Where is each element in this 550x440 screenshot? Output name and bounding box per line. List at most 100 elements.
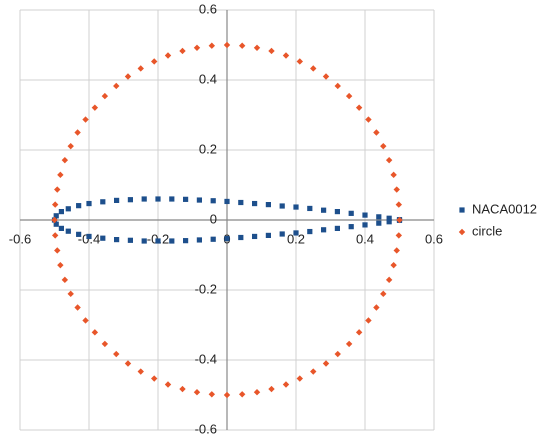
point — [113, 350, 120, 358]
point — [224, 235, 230, 242]
point — [224, 198, 230, 205]
point — [67, 142, 74, 150]
point — [196, 197, 202, 203]
point — [114, 197, 120, 203]
point — [54, 186, 61, 193]
x-tick-label: 0.6 — [425, 231, 443, 246]
point — [380, 142, 387, 150]
point — [279, 231, 285, 237]
point — [82, 116, 89, 123]
point — [151, 375, 158, 382]
point — [151, 58, 158, 65]
legend-label: NACA0012 — [472, 201, 537, 216]
y-tick-label: -0.4 — [195, 351, 217, 366]
point — [334, 350, 341, 358]
point — [67, 290, 74, 298]
point — [322, 73, 330, 80]
point — [345, 92, 353, 100]
point — [208, 391, 216, 398]
point — [321, 207, 327, 213]
point — [282, 381, 290, 388]
point — [252, 233, 258, 240]
point — [65, 228, 71, 234]
point — [296, 375, 303, 382]
point — [114, 237, 120, 243]
point — [193, 44, 201, 51]
point — [385, 276, 393, 284]
legend-marker — [458, 228, 466, 236]
point — [390, 171, 397, 179]
point — [127, 237, 133, 243]
point — [373, 129, 380, 136]
y-tick-label: 0.2 — [199, 141, 217, 156]
point — [238, 234, 244, 241]
point — [265, 202, 271, 208]
point — [74, 304, 81, 311]
point — [279, 203, 285, 209]
point — [362, 212, 368, 218]
point — [74, 129, 81, 136]
point — [365, 317, 372, 324]
point — [113, 82, 120, 90]
point — [76, 231, 82, 237]
point — [395, 232, 403, 239]
point — [310, 368, 317, 375]
point — [348, 210, 354, 216]
point — [53, 213, 59, 219]
point — [393, 247, 400, 254]
y-tick-label: -0.6 — [195, 421, 217, 436]
point — [293, 230, 299, 236]
y-tick-label: 0.4 — [199, 71, 217, 86]
point — [127, 197, 133, 203]
point — [393, 186, 400, 193]
point — [268, 47, 275, 55]
point — [253, 389, 261, 396]
point — [57, 261, 64, 269]
point — [51, 232, 59, 239]
point — [169, 238, 175, 244]
point — [91, 104, 99, 111]
point — [169, 196, 175, 202]
point — [101, 340, 109, 348]
point — [210, 198, 216, 204]
point — [51, 201, 59, 208]
point — [355, 329, 363, 336]
legend-marker — [459, 207, 465, 213]
y-tick-label: 0.6 — [199, 1, 217, 16]
point — [293, 204, 299, 210]
point — [86, 200, 92, 207]
point — [380, 290, 387, 298]
point — [322, 360, 330, 367]
legend-label: circle — [472, 223, 502, 238]
x-tick-label: 0.4 — [356, 231, 374, 246]
point — [82, 317, 89, 324]
point — [91, 329, 99, 336]
point — [124, 73, 132, 80]
point — [53, 221, 59, 227]
point — [210, 236, 216, 242]
point — [386, 219, 392, 225]
point — [376, 220, 382, 226]
point — [65, 206, 71, 212]
point — [253, 44, 261, 51]
point — [282, 52, 290, 59]
point — [252, 200, 258, 207]
point — [334, 225, 340, 231]
point — [296, 58, 303, 65]
point — [155, 196, 161, 202]
point — [86, 233, 92, 240]
point — [137, 65, 144, 72]
point — [141, 196, 147, 202]
point — [268, 385, 275, 393]
point — [208, 42, 216, 49]
point — [386, 215, 392, 221]
point — [238, 42, 246, 49]
point — [183, 238, 189, 244]
point — [307, 205, 313, 212]
point — [385, 156, 393, 164]
point — [238, 199, 244, 206]
point — [307, 228, 313, 235]
point — [223, 391, 231, 399]
point — [345, 340, 353, 348]
